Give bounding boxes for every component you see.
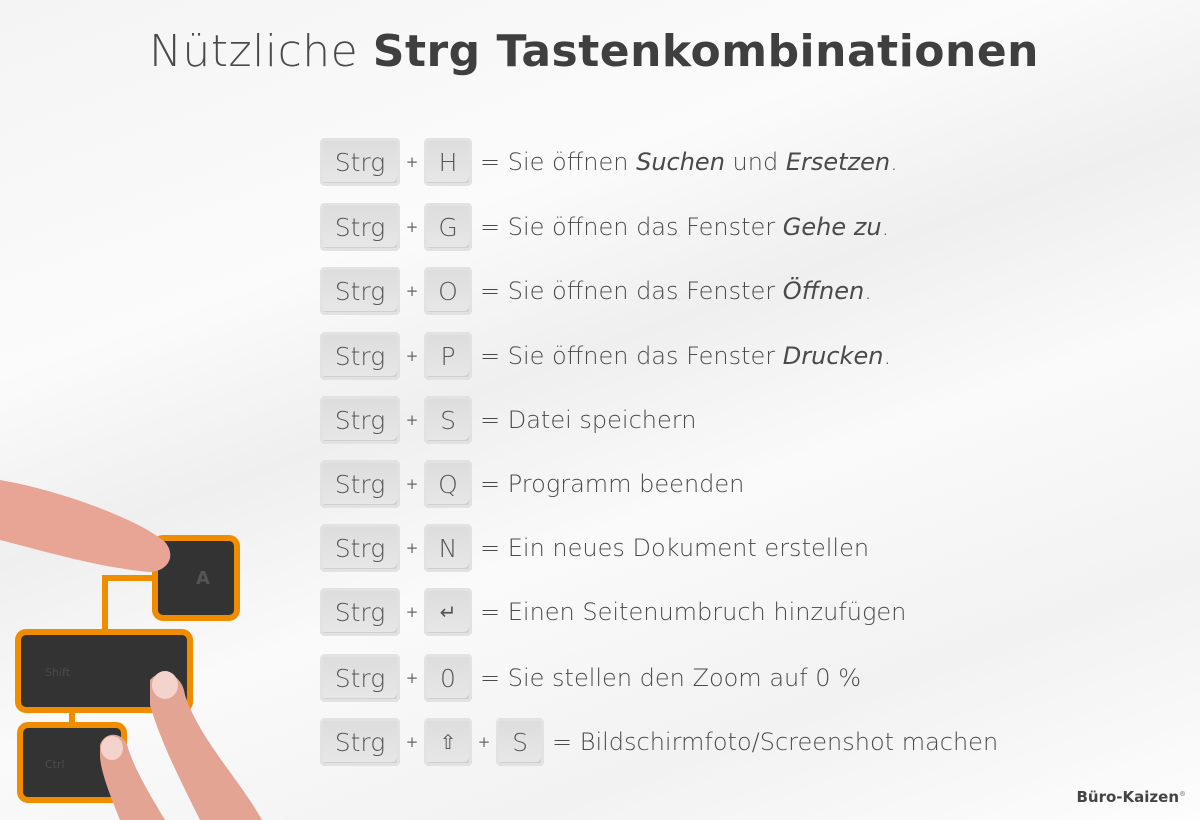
text: . [883,342,892,370]
emphasis-text: Öffnen [782,277,865,305]
plus-sign: + [477,733,491,751]
svg-text:Ctrl: Ctrl [45,758,65,771]
brand-logo: Büro-Kaizen® [1076,788,1186,806]
shortcut-row: Strg + ⇧ + S = Bildschirmfoto/Screenshot mach… [320,718,998,766]
text: und [724,148,786,176]
shortcut-row: Strg + ↵ = Einen Seitenumbruch hinzufügen [320,588,906,636]
shortcut-description: = Sie öffnen das Fenster Öffnen. [480,277,872,305]
text: . [890,148,898,176]
key-cap: H [424,138,472,186]
key-cap: S [496,718,544,766]
text: = Sie öffnen das Fenster [480,277,783,305]
key-cap: Strg [320,332,400,380]
key-cap: Strg [320,138,400,186]
emphasis-text: Gehe zu [782,213,882,241]
emphasis-text: Drucken [782,342,884,370]
shortcut-description: = Bildschirmfoto/Screenshot machen [552,728,998,756]
key-cap: Strg [320,718,400,766]
plus-sign: + [405,411,419,429]
emphasis-text: Ersetzen [785,148,891,176]
shortcut-row: Strg + H = Sie öffnen Suchen und Ersetzen. [320,138,898,186]
plus-sign: + [405,475,419,493]
plus-sign: + [405,347,419,365]
plus-sign: + [405,282,419,300]
shift-key-icon: ⇧ [424,718,472,766]
page-title: Nützliche Strg Tastenkombinationen [149,26,1039,77]
text: = Sie öffnen das Fenster [480,213,783,241]
emphasis-text: Suchen [636,148,725,176]
shortcut-description: = Sie öffnen Suchen und Ersetzen. [480,148,898,176]
shortcut-row: Strg + P = Sie öffnen das Fenster Drucken. [320,332,891,380]
plus-sign: + [405,539,419,557]
shortcut-description: = Ein neues Dokument erstellen [480,534,869,562]
plus-sign: + [405,603,419,621]
key-cap: Strg [320,460,400,508]
text: = Programm beenden [480,470,745,498]
shortcut-description: = Einen Seitenumbruch hinzufügen [480,598,906,626]
text: = Datei speichern [480,406,697,434]
key-cap: Strg [320,267,400,315]
key-cap: P [424,332,472,380]
text: . [881,213,890,241]
shortcut-description: = Sie stellen den Zoom auf 0 % [480,664,861,692]
key-cap: Strg [320,524,400,572]
shortcut-description: = Sie öffnen das Fenster Gehe zu. [480,213,889,241]
shortcut-row: Strg + O = Sie öffnen das Fenster Öffnen. [320,267,872,315]
shortcut-row: Strg + S = Datei speichern [320,396,696,444]
plus-sign: + [405,669,419,687]
text: = Sie öffnen [480,148,637,176]
key-cap: G [424,203,472,251]
shortcut-description: = Sie öffnen das Fenster Drucken. [480,342,891,370]
shortcut-row: Strg +0 = Sie stellen den Zoom auf 0 % [320,654,861,702]
svg-text:Shift: Shift [45,666,71,679]
text: = Einen Seitenumbruch hinzufügen [480,598,907,626]
svg-text:A: A [196,568,210,589]
key-cap: Strg [320,203,400,251]
text: = Sie öffnen das Fenster [480,342,783,370]
key-cap: O [424,267,472,315]
shortcut-row: Strg + Q = Programm beenden [320,460,744,508]
plus-sign: + [405,218,419,236]
text: = Sie stellen den Zoom auf 0 % [480,664,862,692]
shortcut-description: = Datei speichern [480,406,696,434]
text: = Ein neues Dokument erstellen [480,534,870,562]
keyboard-fingers-illustration: A Shift Ctrl [0,480,262,820]
key-cap: Q [424,460,472,508]
key-cap: Strg [320,588,400,636]
enter-key-icon: ↵ [424,588,472,636]
shortcut-row: Strg + N = Ein neues Dokument erstellen [320,524,869,572]
key-cap: N [424,524,472,572]
shortcut-row: Strg + G = Sie öffnen das Fenster Gehe zu. [320,203,889,251]
plus-sign: + [405,153,419,171]
key-cap: 0 [424,654,472,702]
text: . [864,277,872,305]
text: = Bildschirmfoto/Screenshot machen [552,728,999,756]
key-cap: Strg [320,654,400,702]
shortcut-description: = Programm beenden [480,470,744,498]
key-cap: S [424,396,472,444]
key-cap: Strg [320,396,400,444]
plus-sign: + [405,733,419,751]
